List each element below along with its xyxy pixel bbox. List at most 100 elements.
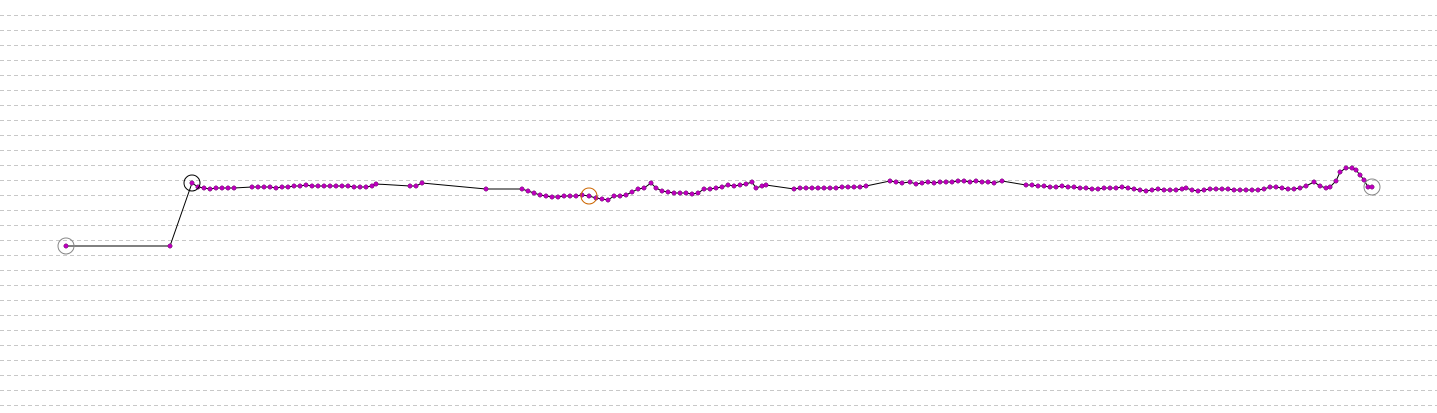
trace-point [363, 184, 369, 190]
trace-point [351, 184, 357, 190]
trace-point [611, 193, 617, 199]
trace-point [1125, 185, 1131, 191]
trace-point [653, 185, 659, 191]
trace-point [1369, 184, 1375, 190]
trace-point [1089, 186, 1095, 192]
trace-point [1059, 183, 1065, 189]
trace-point [167, 243, 173, 249]
trace-point [863, 183, 869, 189]
trace-point [943, 179, 949, 185]
ring-marker [183, 174, 201, 192]
trace-point [1357, 172, 1363, 178]
trace-point [1327, 184, 1333, 190]
trace-point [677, 190, 683, 196]
trace-point [719, 184, 725, 190]
trace-point [1255, 187, 1261, 193]
trace-point [1131, 186, 1137, 192]
trace-point [1195, 188, 1201, 194]
trace-point [297, 183, 303, 189]
trace-point [1201, 187, 1207, 193]
trace-point [1161, 187, 1167, 193]
trace-point [231, 185, 237, 191]
trace-point [1149, 187, 1155, 193]
trace-point [213, 185, 219, 191]
trace-point [1285, 186, 1291, 192]
trace-point [255, 184, 261, 190]
trace-point [249, 184, 255, 190]
trace-point [1023, 182, 1029, 188]
trace-point [63, 243, 69, 249]
trace-point [797, 185, 803, 191]
trace-point [1311, 179, 1317, 185]
trace-point [913, 181, 919, 187]
trace-point [629, 189, 635, 195]
trace-point [955, 178, 961, 184]
trace-point [1095, 186, 1101, 192]
trace-point [731, 183, 737, 189]
trace-point [999, 178, 1005, 184]
trace-point [1237, 187, 1243, 193]
trace-point [821, 185, 827, 191]
trace-point [586, 193, 592, 199]
trace-point [1155, 186, 1161, 192]
trace-point [991, 180, 997, 186]
trace-point [1137, 187, 1143, 193]
trace-point [1303, 183, 1309, 189]
trace-point [665, 189, 671, 195]
trace-point [1189, 187, 1195, 193]
trace-point [1349, 165, 1355, 171]
trace-point [753, 185, 759, 191]
trace-point [285, 184, 291, 190]
trace-point [1267, 184, 1273, 190]
trace-point [689, 191, 695, 197]
trace-point [369, 183, 375, 189]
trace-point [617, 193, 623, 199]
trace-point [701, 186, 707, 192]
trace-point [219, 185, 225, 191]
trace-point [1225, 186, 1231, 192]
trace-point [899, 180, 905, 186]
trace-point [641, 185, 647, 191]
trace-point [1029, 182, 1035, 188]
trace-point [315, 183, 321, 189]
trace-point [543, 193, 549, 199]
trace-point [1353, 167, 1359, 173]
trace-point [1291, 186, 1297, 192]
trace-point [1101, 185, 1107, 191]
trace-point [407, 183, 413, 189]
trace-point [1297, 185, 1303, 191]
trace-point [803, 185, 809, 191]
trace-point [1333, 178, 1339, 184]
trace-point [659, 188, 665, 194]
trace-point [725, 182, 731, 188]
trace-point [961, 178, 967, 184]
trace-point [1065, 184, 1071, 190]
trace-point [309, 183, 315, 189]
trace-point [763, 182, 769, 188]
trace-point [1071, 184, 1077, 190]
trace-point [1077, 185, 1083, 191]
trace-point [579, 192, 585, 198]
trace-point [791, 186, 797, 192]
trace-point [273, 185, 279, 191]
trace-point [1207, 186, 1213, 192]
trace-point [973, 178, 979, 184]
trace-point [857, 184, 863, 190]
trace-point [483, 186, 489, 192]
trace-point [1041, 183, 1047, 189]
trace-point [321, 183, 327, 189]
trace-point [845, 184, 851, 190]
trace-point [373, 181, 379, 187]
trace-point [357, 184, 363, 190]
trace-point [1365, 184, 1371, 190]
trace-point [525, 188, 531, 194]
trace-point [291, 183, 297, 189]
ring-marker [1363, 178, 1381, 196]
trace-point [1231, 187, 1237, 193]
trace-point [1107, 185, 1113, 191]
trace-point [851, 184, 857, 190]
trace-point [925, 179, 931, 185]
trace-point [303, 182, 309, 188]
trace-point [887, 178, 893, 184]
